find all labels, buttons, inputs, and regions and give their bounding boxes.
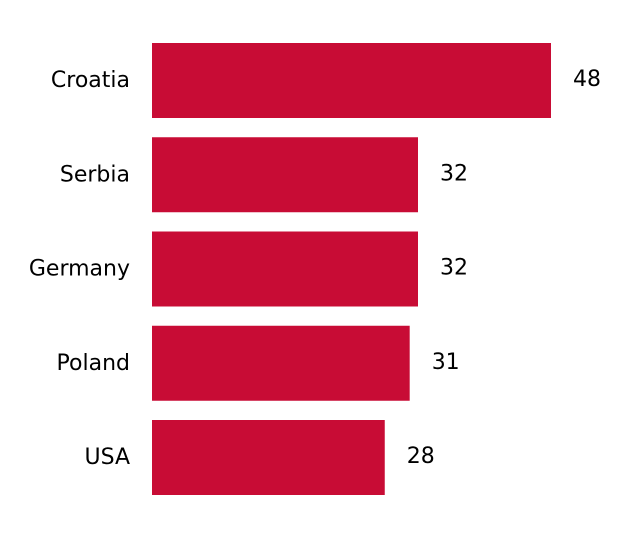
bar-germany (152, 231, 418, 307)
category-label-serbia: Serbia (60, 162, 130, 187)
category-label-usa: USA (84, 445, 130, 470)
value-label-serbia: 32 (440, 161, 468, 186)
bar-croatia (152, 43, 551, 118)
value-label-usa: 28 (407, 444, 435, 469)
category-label-croatia: Croatia (51, 68, 130, 93)
category-label-poland: Poland (57, 351, 130, 376)
category-labels: Croatia Serbia Germany Poland USA (29, 68, 130, 470)
bar-serbia (152, 137, 418, 213)
bars-group (152, 43, 551, 495)
value-labels: 48 32 32 31 28 (407, 67, 601, 469)
bar-poland (152, 325, 410, 401)
value-label-croatia: 48 (573, 67, 601, 92)
value-label-poland: 31 (432, 350, 460, 375)
bar-usa (152, 420, 385, 495)
value-label-germany: 32 (440, 256, 468, 281)
category-label-germany: Germany (29, 257, 130, 282)
